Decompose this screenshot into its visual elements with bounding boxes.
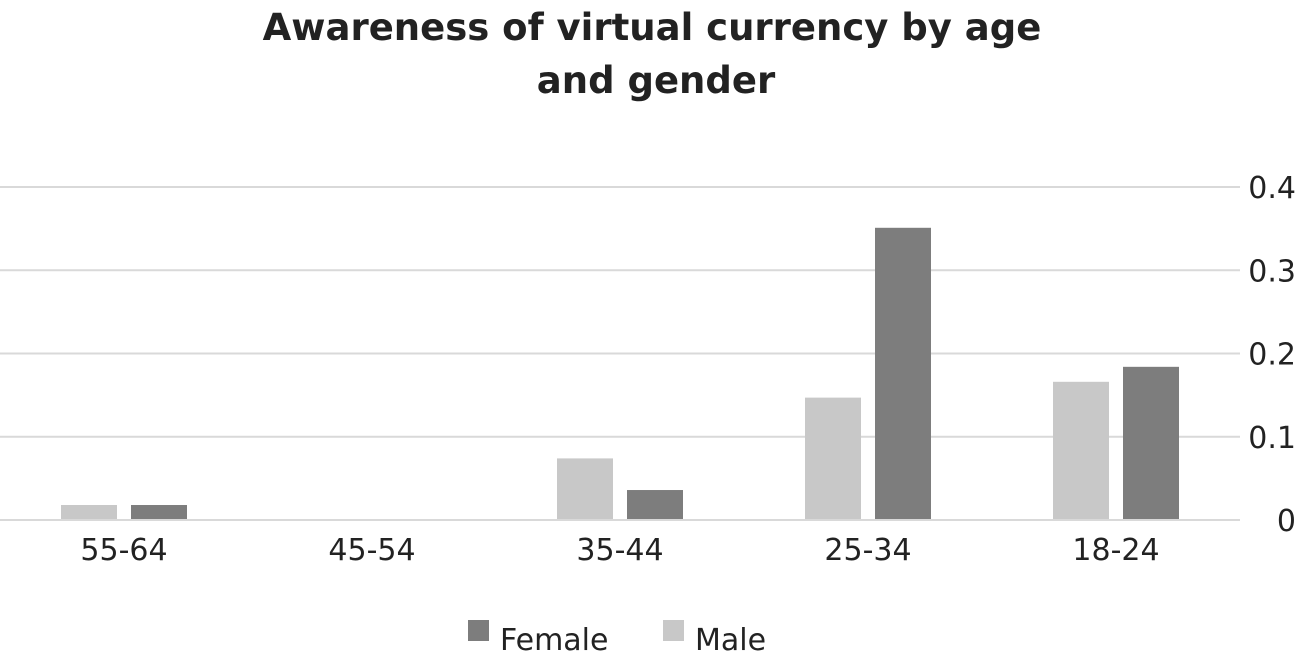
gridlines — [0, 186, 1240, 438]
x-tick-label: 55-64 — [80, 533, 167, 568]
x-tick-label: 18-24 — [1072, 533, 1159, 568]
bar-female-18-24 — [1123, 366, 1179, 520]
chart-title: Awareness of virtual currency by age and… — [263, 6, 1042, 102]
x-tick-label: 25-34 — [824, 533, 911, 568]
bar-female-25-34 — [875, 227, 931, 521]
chart-title-line-1: Awareness of virtual currency by age — [263, 6, 1042, 49]
bar-male-55-64 — [61, 505, 117, 520]
y-tick-label: 0.2 — [1248, 338, 1296, 373]
chart-title-line-2: and gender — [537, 59, 776, 102]
x-tick-label: 35-44 — [576, 533, 663, 568]
legend: Female Male — [468, 620, 766, 658]
legend-label-male: Male — [695, 623, 766, 658]
y-tick-label: 0 — [1277, 504, 1296, 539]
y-axis-ticks: 0 0.1 0.2 0.3 0.4 — [1248, 171, 1296, 539]
legend-label-female: Female — [500, 623, 608, 658]
bar-male-18-24 — [1053, 381, 1109, 520]
bar-female-35-44 — [627, 490, 683, 520]
bar-male-35-44 — [557, 458, 613, 520]
x-tick-label: 45-54 — [328, 533, 415, 568]
y-tick-label: 0.4 — [1248, 171, 1296, 206]
x-axis-ticks: 55-64 45-54 35-44 25-34 18-24 — [80, 533, 1159, 568]
y-tick-label: 0.1 — [1248, 421, 1296, 456]
y-tick-label: 0.3 — [1248, 254, 1296, 289]
legend-swatch-female — [468, 620, 489, 641]
bar-female-55-64 — [131, 505, 187, 520]
bar-male-25-34 — [805, 397, 861, 520]
legend-swatch-male — [663, 620, 684, 641]
bars — [61, 227, 1179, 521]
